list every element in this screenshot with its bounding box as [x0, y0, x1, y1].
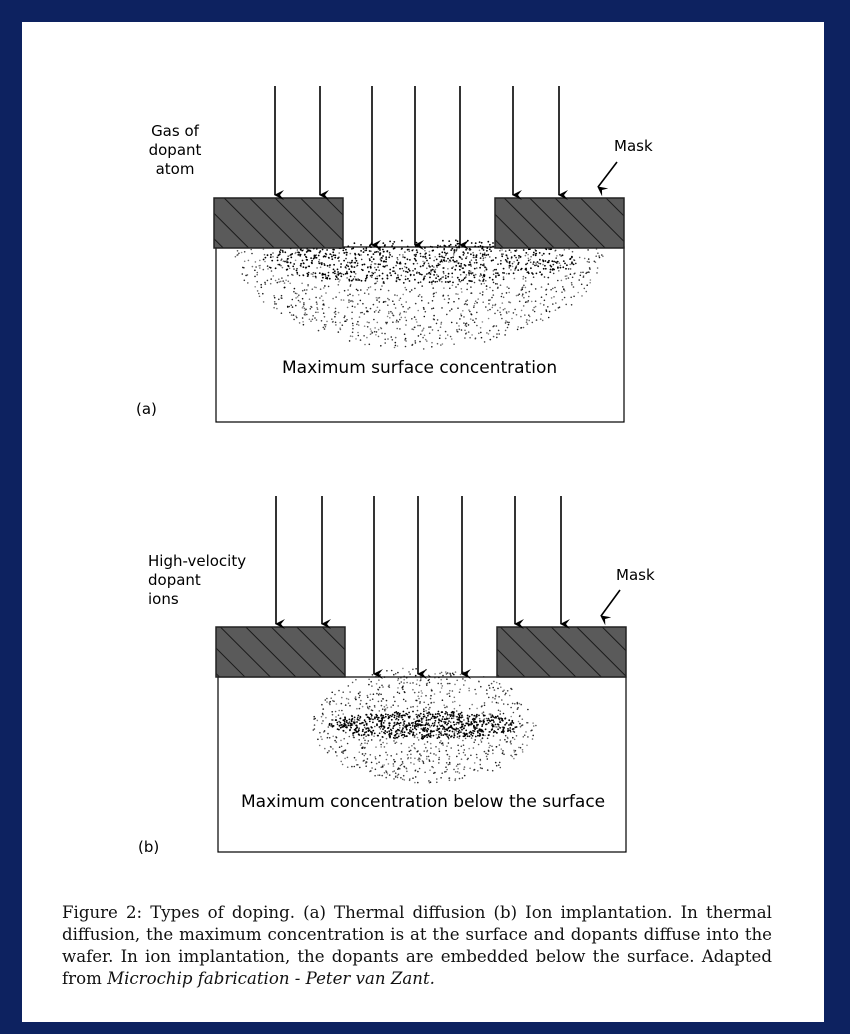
caption-text: Figure 2: Types of doping. (a) Thermal d… — [62, 903, 772, 988]
dopant-region-b — [312, 667, 537, 784]
mask-label-b: Mask — [616, 566, 655, 584]
mask-pointer-a — [597, 161, 618, 197]
gas-label-line-2: dopant — [148, 141, 202, 159]
gas-label-line-1: Gas of — [151, 122, 199, 140]
dopant-region-a — [234, 239, 604, 350]
ions-label: High-velocity dopant ions — [148, 552, 246, 609]
ion-arrows-b — [275, 496, 570, 679]
dopant-arrows-a — [274, 86, 568, 250]
figure-caption: Figure 2: Types of doping. (a) Thermal d… — [62, 902, 772, 990]
ions-label-line-2: dopant — [148, 571, 201, 589]
ions-label-line-3: ions — [148, 590, 179, 608]
thermal-diffusion-diagram — [213, 86, 625, 423]
caption-source: Microchip fabrication - Peter van Zant. — [107, 969, 435, 988]
mask-right-a — [494, 197, 625, 249]
mask-pointer-b — [600, 589, 621, 626]
panel-label-b: (b) — [138, 838, 160, 856]
wafer-b — [217, 676, 627, 853]
mask-left-b — [215, 626, 346, 678]
panel-label-a: (a) — [136, 400, 157, 418]
ions-label-line-1: High-velocity — [148, 552, 247, 570]
figure-page: Gas of dopant atom Mask Maximum surface … — [22, 22, 824, 1022]
mask-label-a: Mask — [614, 137, 653, 155]
below-surface-label: Maximum concentration below the surface — [241, 792, 606, 812]
gas-label: Gas of dopant atom — [130, 122, 220, 179]
gas-label-line-3: atom — [155, 160, 195, 178]
ion-implantation-diagram — [215, 496, 627, 853]
surface-concentration-label: Maximum surface concentration — [282, 358, 558, 378]
mask-right-b — [496, 626, 627, 678]
wafer-a — [215, 246, 625, 423]
